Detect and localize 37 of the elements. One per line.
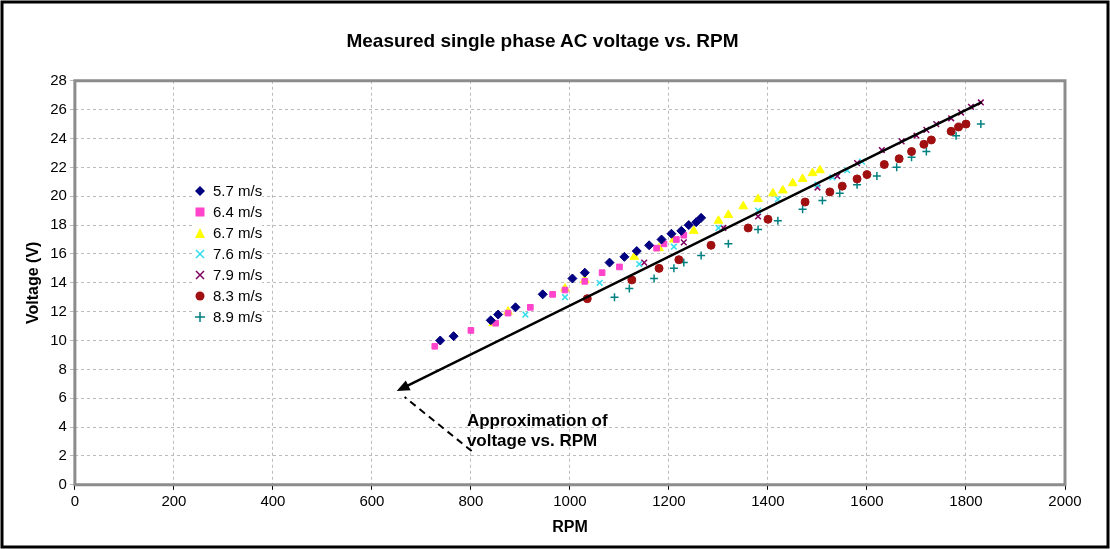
x-tick-label: 400 xyxy=(260,491,286,509)
legend-label: 8.3 m/s xyxy=(213,286,263,306)
legend-label: 8.9 m/s xyxy=(213,307,263,327)
x-tick-label: 800 xyxy=(458,491,484,509)
y-tick-label: 0 xyxy=(58,474,67,492)
y-tick-label: 14 xyxy=(50,272,67,290)
x-tick-label: 1600 xyxy=(850,491,884,509)
y-axis-title: Voltage (V) xyxy=(24,241,42,324)
y-tick-label: 8 xyxy=(58,359,67,377)
y-tick-label: 10 xyxy=(50,330,67,348)
y-tick-label: 12 xyxy=(50,301,67,319)
y-tick-label: 22 xyxy=(50,157,67,175)
x-axis-title: RPM xyxy=(552,517,588,535)
x-tick-label: 1200 xyxy=(652,491,686,509)
y-tick-label: 28 xyxy=(50,70,67,88)
legend-label: 5.7 m/s xyxy=(213,181,263,201)
annotation: Approximation of voltage vs. RPM xyxy=(466,410,608,450)
x-tick-label: 1000 xyxy=(553,491,587,509)
y-tick-label: 18 xyxy=(50,215,67,233)
x-tick-label: 1800 xyxy=(949,491,983,509)
x-tick-label: 600 xyxy=(359,491,385,509)
y-tick-label: 20 xyxy=(50,186,67,204)
legend-label: 6.4 m/s xyxy=(213,202,263,222)
y-tick-label: 4 xyxy=(58,417,67,435)
chart-title: Measured single phase AC voltage vs. RPM xyxy=(346,29,739,51)
x-tick-label: 0 xyxy=(70,491,80,509)
y-tick-label: 26 xyxy=(50,99,67,117)
legend-label: 6.7 m/s xyxy=(213,223,263,243)
y-tick-label: 24 xyxy=(50,128,67,146)
y-tick-label: 16 xyxy=(50,244,67,262)
y-tick-label: 2 xyxy=(58,446,67,464)
legend-label: 7.6 m/s xyxy=(213,244,263,264)
y-tick-label: 6 xyxy=(58,388,67,406)
x-tick-label: 1400 xyxy=(751,491,785,509)
legend-label: 7.9 m/s xyxy=(213,265,263,285)
x-tick-label: 200 xyxy=(161,491,187,509)
x-tick-label: 2000 xyxy=(1048,491,1082,509)
